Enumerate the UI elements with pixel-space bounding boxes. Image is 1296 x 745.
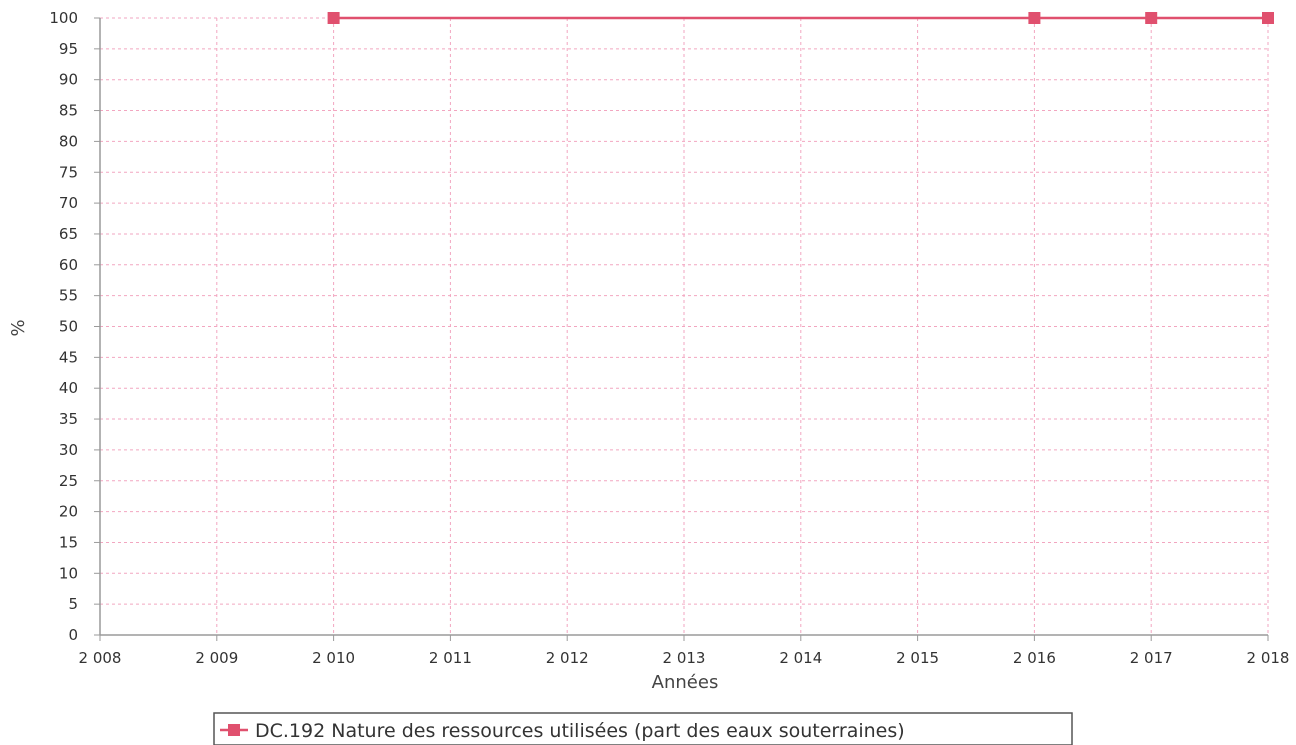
y-tick-label: 20 bbox=[59, 503, 78, 521]
x-tick-label: 2 009 bbox=[195, 649, 238, 667]
x-tick-label: 2 013 bbox=[663, 649, 706, 667]
y-axis-title: % bbox=[8, 319, 29, 336]
y-tick-label: 10 bbox=[59, 564, 78, 582]
legend: DC.192 Nature des ressources utilisées (… bbox=[213, 712, 1073, 745]
y-tick-label: 55 bbox=[59, 287, 78, 305]
y-tick-label: 35 bbox=[59, 410, 78, 428]
y-tick-label: 70 bbox=[59, 194, 78, 212]
x-tick-label: 2 012 bbox=[546, 649, 589, 667]
x-tick-label: 2 015 bbox=[896, 649, 939, 667]
y-tick-label: 0 bbox=[68, 626, 78, 644]
y-tick-label: 95 bbox=[59, 40, 78, 58]
data-point-2018 bbox=[1262, 12, 1274, 24]
x-axis-title: Années bbox=[652, 672, 719, 693]
y-tick-label: 40 bbox=[59, 379, 78, 397]
x-axis-tick-labels: 2 008 2 009 2 010 2 011 2 012 2 013 2 014 2 015… bbox=[79, 649, 1290, 667]
y-tick-label: 80 bbox=[59, 132, 78, 150]
series-layer bbox=[327, 12, 1274, 24]
axes bbox=[94, 17, 1269, 641]
y-tick-label: 90 bbox=[59, 71, 78, 89]
y-tick-label: 65 bbox=[59, 225, 78, 243]
grid-lines bbox=[100, 17, 1269, 635]
y-tick-label: 50 bbox=[59, 318, 78, 336]
x-tick-label: 2 014 bbox=[779, 649, 822, 667]
y-tick-label: 60 bbox=[59, 256, 78, 274]
legend-label-series-1: DC.192 Nature des ressources utilisées (… bbox=[255, 720, 905, 742]
data-point-2017 bbox=[1145, 12, 1158, 24]
x-tick-label: 2 018 bbox=[1247, 649, 1290, 667]
y-axis-tick-labels: 0 5 10 15 20 25 30 35 40 45 50 55 60 65 70 75 80 85 90 95 10… bbox=[49, 9, 78, 644]
y-tick-label: 75 bbox=[59, 163, 78, 181]
x-tick-label: 2 011 bbox=[429, 649, 472, 667]
data-point-2016 bbox=[1028, 12, 1041, 24]
y-tick-label: 15 bbox=[59, 533, 78, 551]
legend-swatch-marker bbox=[228, 724, 240, 736]
y-tick-label: 100 bbox=[49, 9, 78, 27]
y-tick-label: 85 bbox=[59, 102, 78, 120]
y-tick-label: 25 bbox=[59, 472, 78, 490]
x-tick-label: 2 008 bbox=[79, 649, 122, 667]
x-tick-label: 2 017 bbox=[1130, 649, 1173, 667]
y-tick-label: 45 bbox=[59, 348, 78, 366]
x-tick-label: 2 016 bbox=[1013, 649, 1056, 667]
y-tick-label: 30 bbox=[59, 441, 78, 459]
legend-box bbox=[213, 712, 1073, 745]
x-tick-label: 2 010 bbox=[312, 649, 355, 667]
y-tick-label: 5 bbox=[68, 595, 78, 613]
data-point-2010 bbox=[327, 12, 340, 24]
